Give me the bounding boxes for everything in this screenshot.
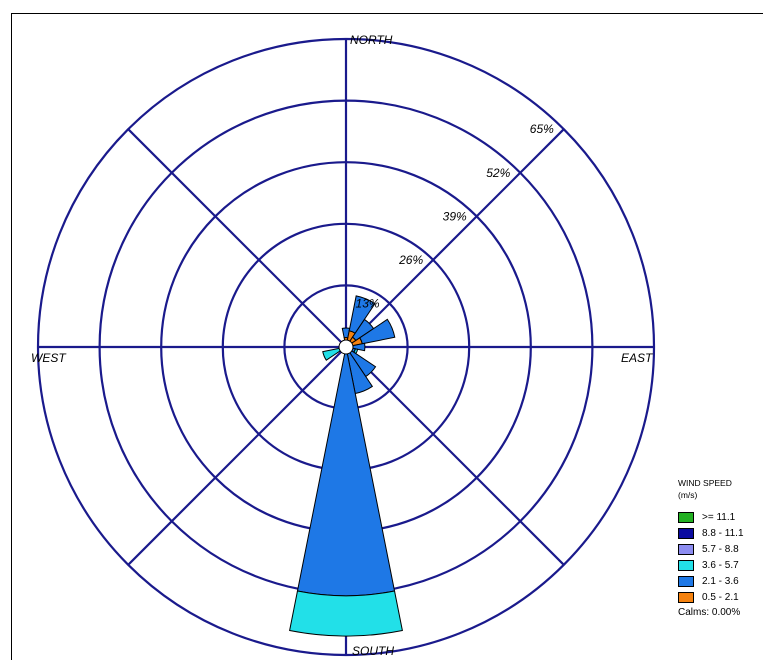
- legend-label: 3.6 - 5.7: [702, 559, 739, 571]
- south-label: SOUTH: [352, 644, 394, 658]
- legend-label: 8.8 - 11.1: [702, 527, 744, 539]
- chart-frame: [11, 13, 763, 660]
- legend-swatch: [678, 559, 694, 571]
- calms-label: Calms: 0.00%: [678, 607, 741, 618]
- legend-entry: 5.7 - 8.8: [678, 541, 763, 557]
- legend-label: >= 11.1: [702, 511, 736, 523]
- petal-S-bin-4: [296, 346, 396, 597]
- ring-label-3: 39%: [443, 209, 467, 223]
- legend-label: 5.7 - 8.8: [702, 543, 739, 555]
- north-label: NORTH: [350, 33, 393, 47]
- spoke-225: [127, 346, 347, 566]
- ring-labels: 13% 26% 39% 52% 65%: [356, 122, 555, 310]
- legend-swatch: [678, 543, 694, 555]
- spoke-135: [345, 346, 565, 566]
- legend-swatch: [678, 511, 694, 523]
- ring-label-5: 65%: [530, 122, 554, 136]
- legend-swatch: [678, 575, 694, 587]
- petal-ENE-bin-4: [359, 318, 396, 345]
- east-label: EAST: [621, 351, 654, 365]
- ring-label-1: 13%: [356, 296, 380, 310]
- wind-petals: [289, 295, 403, 637]
- spoke-315: [127, 128, 347, 348]
- wind-speed-legend: WIND SPEED (m/s) >= 11.1 8.8 - 11.1 5.7 - …: [678, 477, 763, 618]
- legend-swatch: [678, 527, 694, 539]
- legend-title: WIND SPEED: [678, 478, 732, 488]
- legend-swatch: [678, 591, 694, 603]
- legend-label: 0.5 - 2.1: [702, 591, 739, 603]
- legend-entry: 0.5 - 2.1: [678, 589, 763, 605]
- legend-entries: >= 11.1 8.8 - 11.1 5.7 - 8.8 3.6 - 5.7 2.1 -…: [678, 509, 763, 605]
- legend-entry: 3.6 - 5.7: [678, 557, 763, 573]
- petal-S-bin-3: [289, 590, 403, 637]
- calm-center-circle: [338, 339, 354, 355]
- petal-NNE-bin-4: [348, 295, 376, 334]
- legend-units: (m/s): [678, 490, 698, 500]
- ring-label-2: 26%: [398, 253, 423, 267]
- legend-entry: 8.8 - 11.1: [678, 525, 763, 541]
- legend-label: 2.1 - 3.6: [702, 575, 739, 587]
- legend-entry: >= 11.1: [678, 509, 763, 525]
- legend-entry: 2.1 - 3.6: [678, 573, 763, 589]
- spoke-45: [345, 128, 565, 348]
- west-label: WEST: [31, 351, 67, 365]
- direction-spokes: [38, 39, 654, 655]
- ring-label-4: 52%: [486, 166, 510, 180]
